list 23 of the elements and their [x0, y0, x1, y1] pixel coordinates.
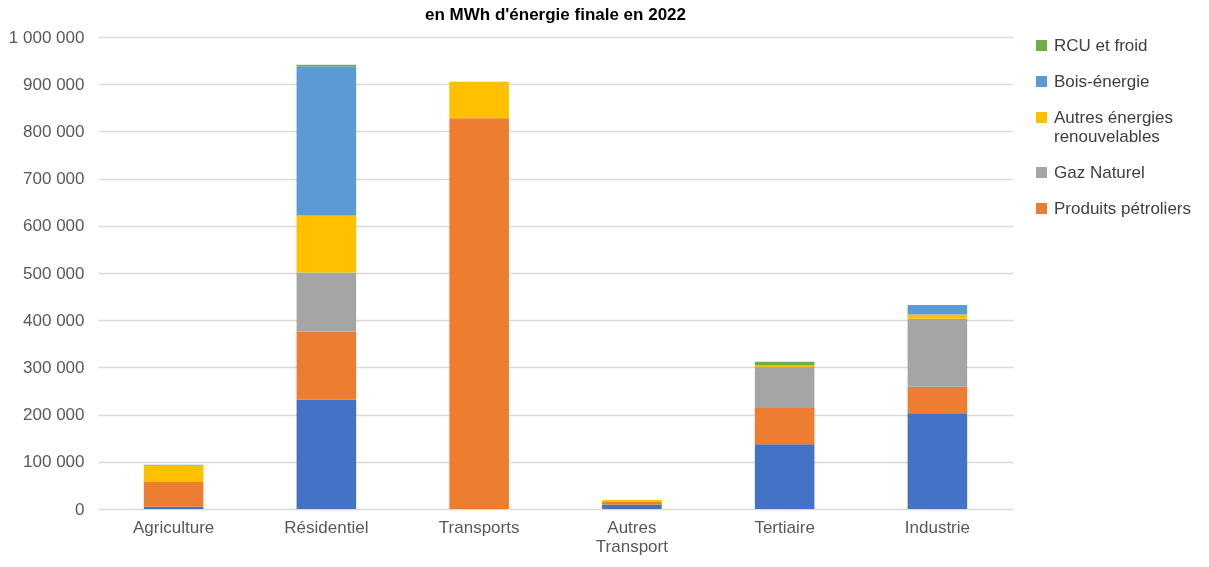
y-tick-label: 600 000	[23, 216, 85, 236]
legend-label: Gaz Naturel	[1054, 162, 1145, 182]
x-tick-label: Autres Transport	[595, 517, 669, 556]
legend-label: Autres énergies renouvelables	[1054, 107, 1174, 146]
y-tick-label: 400 000	[23, 310, 85, 330]
legend-label: RCU et froid	[1054, 35, 1148, 55]
y-tick-label: 100 000	[23, 452, 85, 472]
y-tick-label: 300 000	[23, 357, 85, 377]
y-tick-label: 1 000 000	[8, 27, 85, 47]
y-tick-label: 900 000	[23, 74, 85, 94]
x-tick-label: Tertiaire	[754, 517, 815, 537]
x-tick-label: Transports	[438, 517, 520, 537]
y-tick-label: 800 000	[23, 121, 85, 141]
x-tick-label: Industrie	[904, 517, 970, 537]
y-tick-label: 200 000	[23, 405, 85, 425]
y-tick-label: 700 000	[23, 169, 85, 189]
legend-label: Produits pétroliers	[1054, 198, 1192, 218]
x-tick-label: Résidentiel	[284, 517, 369, 537]
legend-label: Bois-énergie	[1054, 71, 1150, 91]
x-tick-label: Agriculture	[132, 517, 215, 537]
chart-title: en MWh d'énergie finale en 2022	[424, 5, 687, 24]
y-tick-label: 0	[75, 499, 85, 519]
y-tick-label: 500 000	[23, 263, 85, 283]
